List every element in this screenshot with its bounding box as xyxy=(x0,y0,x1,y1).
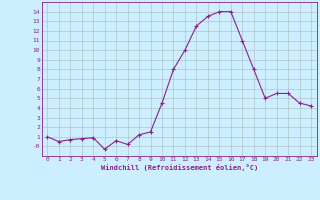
X-axis label: Windchill (Refroidissement éolien,°C): Windchill (Refroidissement éolien,°C) xyxy=(100,164,258,171)
